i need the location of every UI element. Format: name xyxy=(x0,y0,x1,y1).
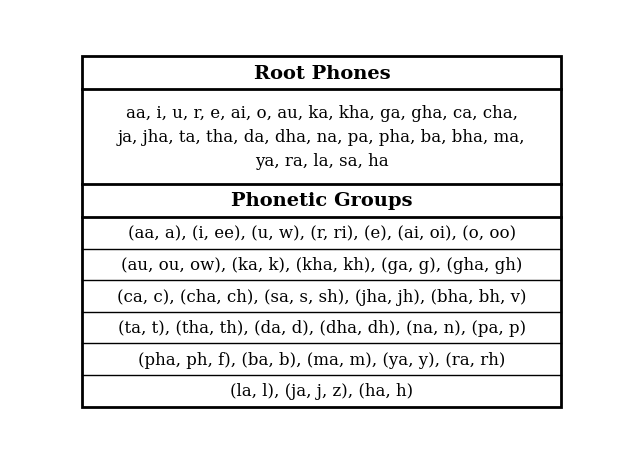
Polygon shape xyxy=(82,57,561,407)
Text: ya, ra, la, sa, ha: ya, ra, la, sa, ha xyxy=(255,152,389,169)
Text: aa, i, u, r, e, ai, o, au, ka, kha, ga, gha, ca, cha,: aa, i, u, r, e, ai, o, au, ka, kha, ga, … xyxy=(126,105,518,122)
Text: (ca, c), (cha, ch), (sa, s, sh), (jha, jh), (bha, bh, v): (ca, c), (cha, ch), (sa, s, sh), (jha, j… xyxy=(117,288,527,305)
Text: (au, ou, ow), (ka, k), (kha, kh), (ga, g), (gha, gh): (au, ou, ow), (ka, k), (kha, kh), (ga, g… xyxy=(121,257,522,274)
Text: Root Phones: Root Phones xyxy=(254,64,390,82)
Text: (ta, t), (tha, th), (da, d), (dha, dh), (na, n), (pa, p): (ta, t), (tha, th), (da, d), (dha, dh), … xyxy=(118,319,526,336)
Text: Phonetic Groups: Phonetic Groups xyxy=(231,192,413,210)
Text: (la, l), (ja, j, z), (ha, h): (la, l), (ja, j, z), (ha, h) xyxy=(230,382,413,399)
Text: (pha, ph, f), (ba, b), (ma, m), (ya, y), (ra, rh): (pha, ph, f), (ba, b), (ma, m), (ya, y),… xyxy=(138,351,506,368)
Text: (aa, a), (i, ee), (u, w), (r, ri), (e), (ai, oi), (o, oo): (aa, a), (i, ee), (u, w), (r, ri), (e), … xyxy=(127,225,516,242)
Text: ja, jha, ta, tha, da, dha, na, pa, pha, ba, bha, ma,: ja, jha, ta, tha, da, dha, na, pa, pha, … xyxy=(118,129,526,146)
